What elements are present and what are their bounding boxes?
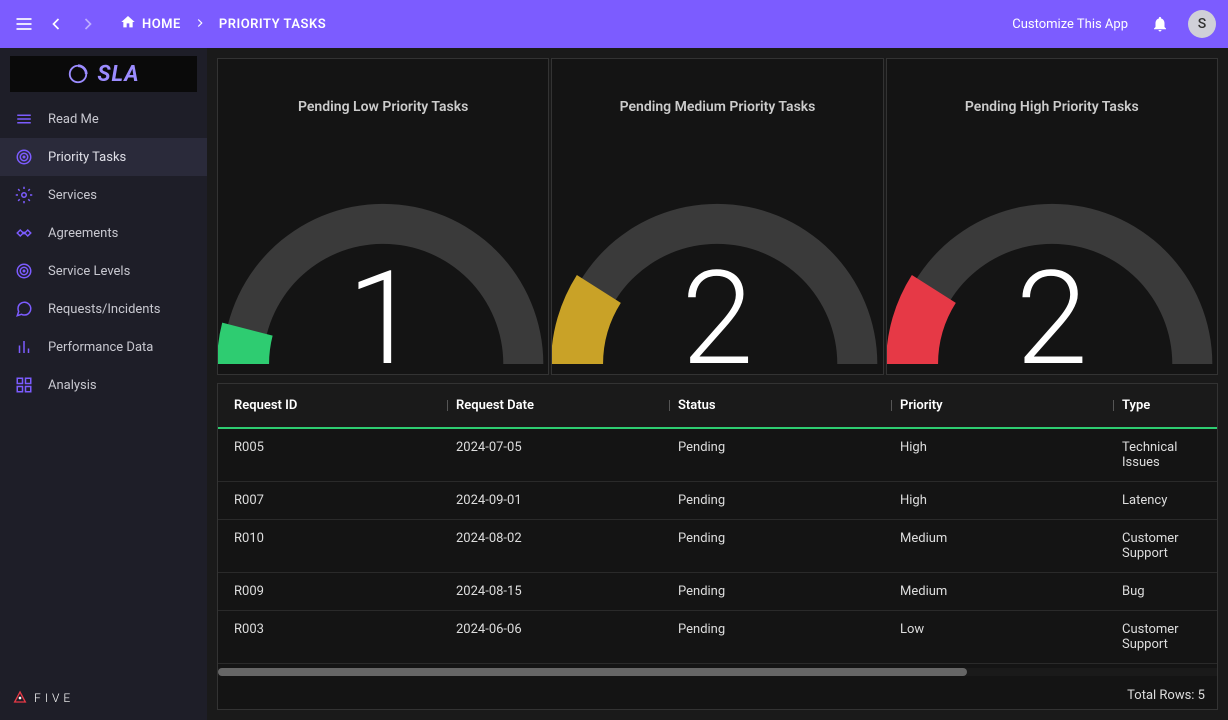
- sidebar-item-label: Read Me: [48, 112, 99, 127]
- table-cell: High: [900, 493, 1122, 508]
- menu-icon: [14, 109, 34, 129]
- table: Request IDRequest DateStatusPriorityType…: [217, 383, 1218, 710]
- gauge-chart: 2: [552, 135, 882, 374]
- chevron-right-icon: [193, 16, 207, 33]
- gauges-row: Pending Low Priority Tasks 1 Pending Med…: [217, 58, 1218, 375]
- table-row[interactable]: R0072024-09-01PendingHighLatency: [218, 482, 1217, 520]
- table-column-header[interactable]: Request ID: [234, 398, 456, 413]
- breadcrumb-home-label: HOME: [142, 17, 181, 32]
- logo-text: SLA: [97, 62, 139, 87]
- sidebar-item-label: Service Levels: [48, 264, 130, 279]
- nav-list: Read Me Priority Tasks Services Agreements S…: [0, 100, 207, 404]
- footer-logo-text: FIVE: [34, 691, 74, 705]
- app-header: HOME PRIORITY TASKS Customize This App S: [0, 0, 1228, 48]
- table-cell: Latency: [1122, 493, 1201, 508]
- breadcrumb-home[interactable]: HOME: [120, 14, 181, 34]
- table-cell: R003: [234, 622, 456, 652]
- main: SLA Read Me Priority Tasks Services Agreeme…: [0, 48, 1228, 720]
- table-cell: R007: [234, 493, 456, 508]
- gauge-card: Pending Medium Priority Tasks 2: [551, 58, 883, 375]
- table-cell: Customer Support: [1122, 622, 1201, 652]
- forward-icon[interactable]: [76, 12, 100, 36]
- table-cell: Pending: [678, 531, 900, 561]
- sidebar: SLA Read Me Priority Tasks Services Agreeme…: [0, 48, 207, 720]
- sidebar-item-priority-tasks[interactable]: Priority Tasks: [0, 138, 207, 176]
- table-cell: Low: [900, 622, 1122, 652]
- table-cell: R009: [234, 584, 456, 599]
- table-cell: Customer Support: [1122, 531, 1201, 561]
- hamburger-icon[interactable]: [12, 12, 36, 36]
- gauge-title: Pending Medium Priority Tasks: [620, 99, 816, 115]
- home-icon: [120, 14, 136, 34]
- sidebar-item-agreements[interactable]: Agreements: [0, 214, 207, 252]
- breadcrumb-page[interactable]: PRIORITY TASKS: [219, 17, 326, 32]
- gauge-card: Pending High Priority Tasks 2: [886, 58, 1218, 375]
- gauge-title: Pending Low Priority Tasks: [298, 99, 468, 115]
- sidebar-item-label: Requests/Incidents: [48, 302, 160, 317]
- bell-icon[interactable]: [1148, 12, 1172, 36]
- table-cell: Pending: [678, 440, 900, 470]
- gear-icon: [14, 185, 34, 205]
- gauge-value: 2: [1016, 264, 1088, 375]
- gauge-card: Pending Low Priority Tasks 1: [217, 58, 549, 375]
- sidebar-item-label: Performance Data: [48, 340, 153, 355]
- sidebar-item-services[interactable]: Services: [0, 176, 207, 214]
- table-row[interactable]: R0092024-08-15PendingMediumBug: [218, 573, 1217, 611]
- table-cell: 2024-07-05: [456, 440, 678, 470]
- table-cell: Pending: [678, 584, 900, 599]
- sidebar-item-label: Agreements: [48, 226, 118, 241]
- avatar[interactable]: S: [1188, 10, 1216, 38]
- table-body: R0052024-07-05PendingHighTechnical Issue…: [218, 429, 1217, 664]
- sidebar-item-label: Priority Tasks: [48, 150, 126, 165]
- sidebar-item-performance-data[interactable]: Performance Data: [0, 328, 207, 366]
- grid-icon: [14, 375, 34, 395]
- table-cell: Pending: [678, 493, 900, 508]
- table-column-header[interactable]: Request Date: [456, 398, 678, 413]
- logo: SLA: [10, 56, 197, 92]
- table-row[interactable]: R0052024-07-05PendingHighTechnical Issue…: [218, 429, 1217, 482]
- chat-icon: [14, 299, 34, 319]
- table-cell: 2024-06-06: [456, 622, 678, 652]
- sidebar-item-requests-incidents[interactable]: Requests/Incidents: [0, 290, 207, 328]
- footer-logo: FIVE: [12, 690, 74, 706]
- table-cell: High: [900, 440, 1122, 470]
- table-header: Request IDRequest DateStatusPriorityType: [218, 384, 1217, 429]
- sidebar-item-label: Analysis: [48, 378, 97, 393]
- content: Pending Low Priority Tasks 1 Pending Med…: [207, 48, 1228, 720]
- sidebar-item-analysis[interactable]: Analysis: [0, 366, 207, 404]
- handshake-icon: [14, 223, 34, 243]
- table-cell: 2024-09-01: [456, 493, 678, 508]
- table-cell: R010: [234, 531, 456, 561]
- gauge-title: Pending High Priority Tasks: [965, 99, 1139, 115]
- table-cell: Medium: [900, 531, 1122, 561]
- table-cell: Pending: [678, 622, 900, 652]
- breadcrumb-page-label: PRIORITY TASKS: [219, 17, 326, 32]
- gauge-chart: 2: [887, 135, 1217, 374]
- gauge-chart: 1: [218, 135, 548, 374]
- table-footer: Total Rows: 5: [218, 680, 1217, 709]
- sidebar-item-read-me[interactable]: Read Me: [0, 100, 207, 138]
- table-column-header[interactable]: Status: [678, 398, 900, 413]
- table-row[interactable]: R0032024-06-06PendingLowCustomer Support: [218, 611, 1217, 664]
- chart-icon: [14, 337, 34, 357]
- table-cell: Bug: [1122, 584, 1201, 599]
- table-cell: 2024-08-15: [456, 584, 678, 599]
- table-row[interactable]: R0102024-08-02PendingMediumCustomer Supp…: [218, 520, 1217, 573]
- gauge-value: 2: [681, 264, 753, 375]
- gauge-value: 1: [347, 264, 419, 375]
- horizontal-scrollbar[interactable]: [218, 668, 1217, 676]
- table-cell: Medium: [900, 584, 1122, 599]
- target-icon: [14, 261, 34, 281]
- sidebar-item-service-levels[interactable]: Service Levels: [0, 252, 207, 290]
- sidebar-item-label: Services: [48, 188, 97, 203]
- table-column-header[interactable]: Priority: [900, 398, 1122, 413]
- target-icon: [14, 147, 34, 167]
- table-column-header[interactable]: Type: [1122, 398, 1201, 413]
- breadcrumb: HOME PRIORITY TASKS: [120, 14, 326, 34]
- table-cell: 2024-08-02: [456, 531, 678, 561]
- table-cell: R005: [234, 440, 456, 470]
- table-cell: Technical Issues: [1122, 440, 1201, 470]
- customize-link[interactable]: Customize This App: [1012, 17, 1128, 32]
- back-icon[interactable]: [44, 12, 68, 36]
